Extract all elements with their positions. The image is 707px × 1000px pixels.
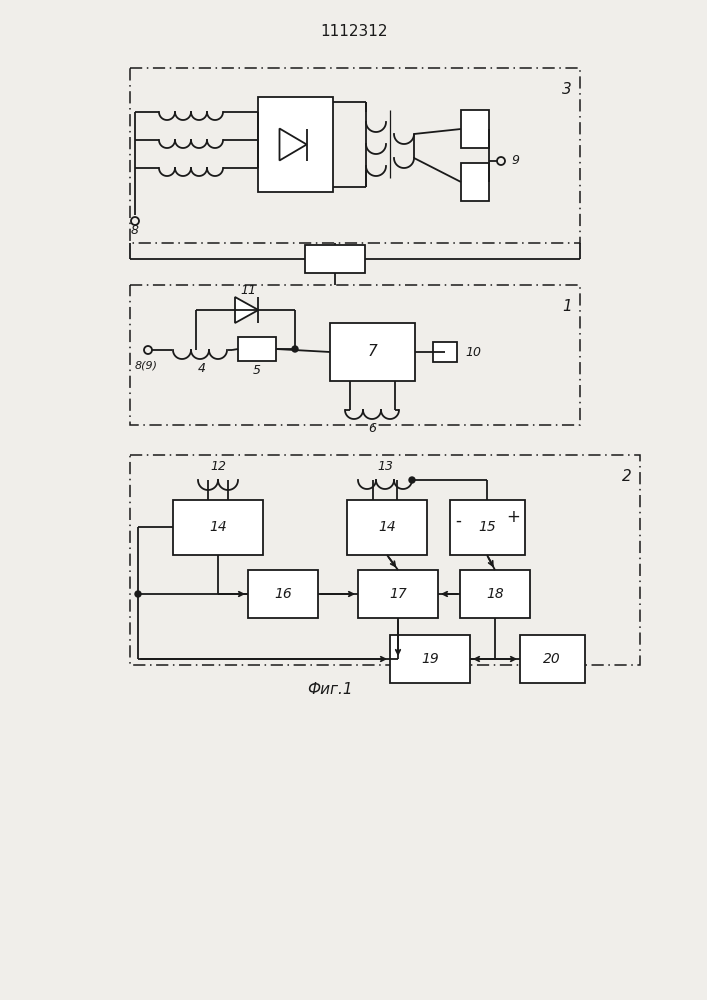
Text: 2: 2 xyxy=(622,469,632,484)
Text: 4: 4 xyxy=(198,361,206,374)
Text: 13: 13 xyxy=(377,460,393,473)
Bar xyxy=(238,337,276,361)
Text: 3: 3 xyxy=(562,82,572,97)
Text: 8(9): 8(9) xyxy=(134,361,158,371)
Text: 10: 10 xyxy=(465,346,481,359)
Bar xyxy=(520,635,585,683)
Text: 16: 16 xyxy=(274,587,292,601)
Text: 1: 1 xyxy=(562,299,572,314)
Bar xyxy=(460,570,530,618)
Circle shape xyxy=(292,346,298,352)
Text: 14: 14 xyxy=(209,520,227,534)
Text: Фиг.1: Фиг.1 xyxy=(307,682,353,698)
Bar xyxy=(461,110,489,148)
Text: 8: 8 xyxy=(131,225,139,237)
Text: 6: 6 xyxy=(368,422,376,434)
Circle shape xyxy=(409,477,415,483)
Polygon shape xyxy=(235,297,258,323)
Bar xyxy=(461,163,489,201)
Text: 20: 20 xyxy=(543,652,561,666)
Text: +: + xyxy=(506,508,520,526)
Text: 17: 17 xyxy=(389,587,407,601)
Bar xyxy=(130,68,580,243)
Text: 1112312: 1112312 xyxy=(320,24,387,39)
Text: -: - xyxy=(455,512,461,530)
Bar xyxy=(390,635,470,683)
Circle shape xyxy=(135,591,141,597)
Bar xyxy=(450,500,525,555)
Bar xyxy=(130,285,580,425)
Bar xyxy=(305,245,365,273)
Text: 9: 9 xyxy=(511,154,519,167)
Text: 15: 15 xyxy=(478,520,496,534)
Text: 5: 5 xyxy=(253,364,261,377)
Text: 19: 19 xyxy=(421,652,439,666)
Text: 18: 18 xyxy=(486,587,504,601)
Bar xyxy=(347,500,427,555)
Polygon shape xyxy=(279,128,307,160)
Bar xyxy=(258,97,333,192)
Bar xyxy=(173,500,263,555)
Bar xyxy=(330,323,415,381)
Bar xyxy=(433,342,457,362)
Text: 12: 12 xyxy=(210,460,226,473)
Text: 7: 7 xyxy=(367,344,377,360)
Bar xyxy=(248,570,318,618)
Bar xyxy=(130,455,640,665)
Text: 11: 11 xyxy=(240,284,256,296)
Text: 14: 14 xyxy=(378,520,396,534)
Bar xyxy=(358,570,438,618)
